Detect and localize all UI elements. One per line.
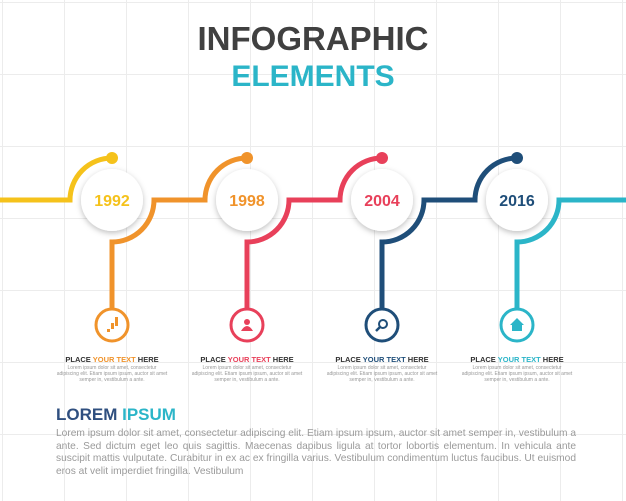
year-circle [216,169,278,231]
year-circle [351,169,413,231]
timeline-segment [0,155,113,203]
step-text: Lorem ipsum dolor sit amet, consectetur … [191,365,303,383]
caption-highlight: YOUR TEXT [227,355,271,364]
step-caption: PLACE YOUR TEXT HERE [182,355,312,364]
caption-start: PLACE [470,355,498,364]
timeline-segment [109,155,248,308]
year-dot [511,152,523,164]
caption-highlight: YOUR TEXT [92,355,136,364]
caption-highlight: YOUR TEXT [497,355,541,364]
step-text: Lorem ipsum dolor sit amet, consectetur … [461,365,573,383]
icon-ring [364,307,400,343]
icon-part [115,317,118,326]
step-icon [229,307,265,343]
year-dot [376,152,388,164]
step-icon [364,307,400,343]
icon-part [244,319,250,325]
caption-highlight: YOUR TEXT [362,355,406,364]
title-line-1: INFOGRAPHIC [197,20,429,57]
step-text: Lorem ipsum dolor sit amet, consectetur … [56,365,168,383]
icon-part [378,319,388,329]
icon-part [510,318,524,331]
step-caption: PLACE YOUR TEXT HERE [317,355,447,364]
footer-heading: LOREM IPSUM [56,405,176,425]
icon-part [111,323,114,329]
timeline-segment [379,155,518,308]
step-icon [499,307,535,343]
year-dot [106,152,118,164]
timeline-segment [514,197,626,308]
year-label: 1998 [229,193,265,210]
step-icon [94,307,130,343]
year-dot [241,152,253,164]
step-caption: PLACE YOUR TEXT HERE [452,355,582,364]
title-line-2: ELEMENTS [231,60,395,93]
heading-start: LOREM [56,405,123,424]
caption-start: PLACE [335,355,363,364]
caption-start: PLACE [200,355,228,364]
caption-end: HERE [135,355,159,364]
timeline-segment [244,155,383,308]
year-label: 2016 [499,193,535,210]
icon-part [241,326,253,331]
step-caption: PLACE YOUR TEXT HERE [47,355,177,364]
icon-part [375,326,381,332]
year-circle [81,169,143,231]
caption-end: HERE [270,355,294,364]
footer-paragraph: Lorem ipsum dolor sit amet, consectetur … [56,428,576,477]
caption-end: HERE [540,355,564,364]
caption-end: HERE [405,355,429,364]
year-label: 2004 [364,193,400,210]
step-text: Lorem ipsum dolor sit amet, consectetur … [326,365,438,383]
heading-highlight: IPSUM [122,405,176,424]
year-circle [486,169,548,231]
icon-part [107,329,110,332]
caption-start: PLACE [65,355,93,364]
year-label: 1992 [94,193,130,210]
